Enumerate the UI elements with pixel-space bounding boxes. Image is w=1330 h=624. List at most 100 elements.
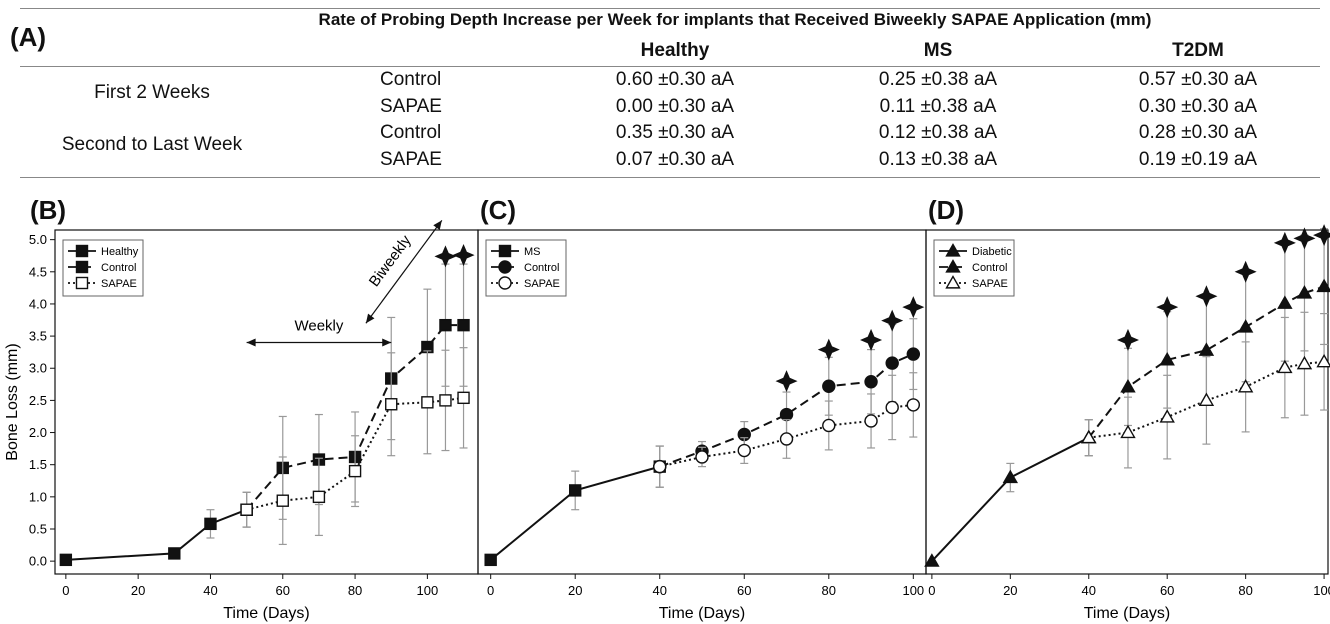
arrow-head <box>365 313 375 324</box>
table-cell: 0.28 ±0.30 aA <box>1138 122 1258 143</box>
row-label: Control <box>380 69 442 90</box>
table-cell: 0.30 ±0.30 aA <box>1138 96 1258 117</box>
significance-marker <box>860 328 883 351</box>
data-point <box>864 375 878 389</box>
series-sapae <box>240 347 470 546</box>
significance-marker <box>817 338 840 361</box>
table-cell: 0.57 ±0.30 aA <box>1138 69 1258 90</box>
x-tick-label: 60 <box>276 583 290 598</box>
data-point <box>439 318 452 332</box>
data-point <box>348 464 362 478</box>
y-tick-label: 4.5 <box>29 264 47 279</box>
table-title: Rate of Probing Depth Increase per Week … <box>318 10 1152 29</box>
data-point <box>484 553 497 567</box>
arrow-head <box>246 338 256 347</box>
significance-marker <box>1116 328 1139 351</box>
series-healthy <box>59 491 253 567</box>
series-ms <box>484 445 666 567</box>
data-point <box>1277 359 1293 374</box>
data-point <box>1159 409 1175 423</box>
legend-marker <box>945 243 961 257</box>
panel-letter-c: (C) <box>480 195 517 225</box>
legend-marker <box>75 260 89 274</box>
y-tick-label: 5.0 <box>29 232 47 247</box>
group-label-second: Second to Last Week <box>61 134 243 155</box>
x-tick-label: 80 <box>822 583 836 598</box>
chart-panel-1: 0 20 40 60 80 100 0.0 0.5 1.0 1.5 2.0 2.5 3.0 3.5 4.0 4… <box>4 219 479 622</box>
data-point <box>1296 285 1313 299</box>
arrow-head <box>433 220 442 230</box>
data-point <box>906 398 921 412</box>
x-tick-label: 80 <box>1238 583 1252 598</box>
data-point <box>822 418 836 433</box>
data-point <box>457 318 470 332</box>
panel-letter-a: (A) <box>10 22 47 52</box>
data-point <box>924 553 940 567</box>
table-cell: 0.13 ±0.38 aA <box>878 149 998 170</box>
chart-panel-2: 0 20 40 60 80 100 Time (Days) MS Control SAPAE <box>477 229 927 622</box>
data-point <box>653 459 667 474</box>
table-cell: 0.19 ±0.19 aA <box>1138 149 1258 170</box>
series-diabetic <box>924 419 1097 567</box>
data-point <box>1237 319 1254 333</box>
data-point <box>737 443 751 458</box>
row-label: Control <box>380 122 442 143</box>
data-point <box>1159 351 1175 366</box>
row-label: SAPAE <box>380 149 442 170</box>
weekly-label: Weekly <box>294 318 343 335</box>
column-header-healthy: Healthy <box>640 40 710 61</box>
significance-marker <box>881 309 904 332</box>
x-tick-label: 100 <box>1313 583 1330 598</box>
legend-marker <box>75 276 89 290</box>
data-point <box>885 356 899 370</box>
significance-marker <box>1234 260 1257 283</box>
data-point <box>1002 469 1019 484</box>
legend-label: SAPAE <box>101 278 137 290</box>
data-point <box>59 553 73 567</box>
data-point <box>312 490 326 504</box>
chart-panel-3: 0 20 40 60 80 100 Time (Days) Diabetic Control SA… <box>924 224 1330 622</box>
table-cell: 0.07 ±0.30 aA <box>615 149 735 170</box>
table-cell: 0.35 ±0.30 aA <box>615 122 735 143</box>
data-point <box>439 394 452 407</box>
legend-label: Control <box>524 262 559 274</box>
legend-label: MS <box>524 246 541 258</box>
data-point <box>1081 429 1097 444</box>
significance-marker <box>1156 296 1179 319</box>
data-point <box>1198 342 1215 356</box>
x-tick-label: 80 <box>348 583 362 598</box>
series-line <box>659 403 914 468</box>
x-axis-label: Time (Days) <box>223 605 310 622</box>
data-point <box>779 432 794 446</box>
significance-marker <box>1273 231 1296 254</box>
data-point <box>385 398 398 411</box>
table-cell: 0.11 ±0.38 aA <box>879 96 997 117</box>
plot-frame <box>925 229 1329 575</box>
legend-marker <box>498 276 512 290</box>
data-point <box>779 407 794 422</box>
data-point <box>457 391 470 405</box>
data-point <box>1198 392 1215 406</box>
data-point <box>1316 353 1330 368</box>
table-top-rule <box>20 8 1320 9</box>
table-cell: 0.60 ±0.30 aA <box>615 69 735 90</box>
x-axis-label: Time (Days) <box>659 605 746 622</box>
column-header-ms: MS <box>923 40 953 61</box>
data-point <box>885 400 899 415</box>
y-tick-label: 4.0 <box>29 296 47 311</box>
x-tick-label: 60 <box>737 583 751 598</box>
series-sapae <box>1081 311 1330 469</box>
legend-label: Control <box>972 262 1007 274</box>
data-point <box>1296 355 1313 370</box>
x-tick-label: 20 <box>568 583 582 598</box>
x-tick-label: 40 <box>203 583 217 598</box>
series-control <box>653 318 921 488</box>
x-tick-label: 40 <box>1082 583 1096 598</box>
data-point <box>906 347 921 361</box>
legend-marker <box>945 275 961 289</box>
legend-marker <box>498 260 512 274</box>
data-point <box>1277 295 1293 309</box>
y-tick-label: 2.5 <box>29 393 47 408</box>
row-label: SAPAE <box>380 96 442 117</box>
x-tick-label: 60 <box>1160 583 1174 598</box>
